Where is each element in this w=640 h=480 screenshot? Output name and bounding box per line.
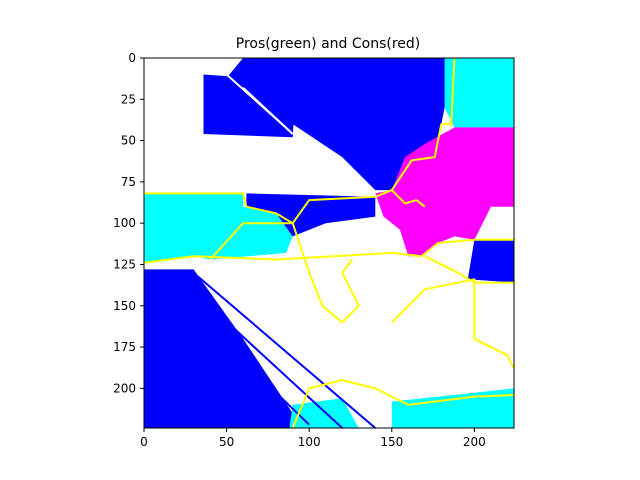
heatmap-hatch-2 bbox=[144, 288, 277, 423]
heatmap-region-blue-6 bbox=[246, 193, 376, 237]
heatmap-hatch-4 bbox=[176, 275, 343, 428]
plot-frame bbox=[143, 57, 515, 429]
heatmap-contour-1 bbox=[144, 238, 514, 264]
heatmap-contour-6 bbox=[391, 189, 426, 208]
x-axis: 0 50 100 150 200 bbox=[140, 428, 486, 449]
heatmap-contour-2 bbox=[209, 222, 360, 324]
heatmap-hatch-3 bbox=[159, 280, 310, 426]
x-tick-label-50: 50 bbox=[219, 435, 234, 449]
heatmap-region-cyan-8 bbox=[289, 398, 359, 428]
y-tick-label-0: 0 bbox=[128, 51, 136, 65]
y-tick-label-200: 200 bbox=[113, 381, 136, 395]
x-tick-label-0: 0 bbox=[140, 435, 148, 449]
heatmap-region-blue-7 bbox=[144, 269, 303, 428]
heatmap-region-blue-4 bbox=[467, 239, 514, 283]
heatmap-contours bbox=[144, 58, 514, 428]
heatmap-contour-3 bbox=[424, 255, 514, 284]
x-tick-label-200: 200 bbox=[463, 435, 486, 449]
heatmap-region-cyan-5 bbox=[144, 193, 293, 263]
heatmap-hatch-1 bbox=[225, 73, 291, 132]
x-tick-label-150: 150 bbox=[380, 435, 403, 449]
heatmap-hatch-5 bbox=[192, 271, 376, 428]
y-axis: 0 25 50 75 100 125 150 175 200 bbox=[113, 51, 144, 395]
heatmap-plot-area bbox=[144, 58, 514, 428]
heatmap-region-blue-1 bbox=[203, 74, 296, 138]
heatmap-contour-4 bbox=[391, 278, 514, 369]
heatmap-region-magenta-3 bbox=[375, 127, 514, 257]
x-tick-label-100: 100 bbox=[298, 435, 321, 449]
heatmap-regions bbox=[144, 58, 514, 428]
y-tick-label-125: 125 bbox=[113, 257, 136, 271]
chart-title: Pros(green) and Cons(red) bbox=[236, 36, 420, 52]
y-tick-label-100: 100 bbox=[113, 216, 136, 230]
y-tick-label-25: 25 bbox=[121, 92, 136, 106]
heatmap-region-cyan-2 bbox=[444, 58, 514, 128]
heatmap-contour-0 bbox=[144, 58, 456, 225]
y-tick-label-75: 75 bbox=[121, 175, 136, 189]
heatmap-region-cyan-9 bbox=[391, 388, 514, 428]
y-tick-label-50: 50 bbox=[121, 134, 136, 148]
heatmap-hatching bbox=[144, 73, 376, 428]
heatmap-contour-5 bbox=[291, 379, 514, 428]
y-tick-label-175: 175 bbox=[113, 340, 136, 354]
y-tick-label-150: 150 bbox=[113, 299, 136, 313]
